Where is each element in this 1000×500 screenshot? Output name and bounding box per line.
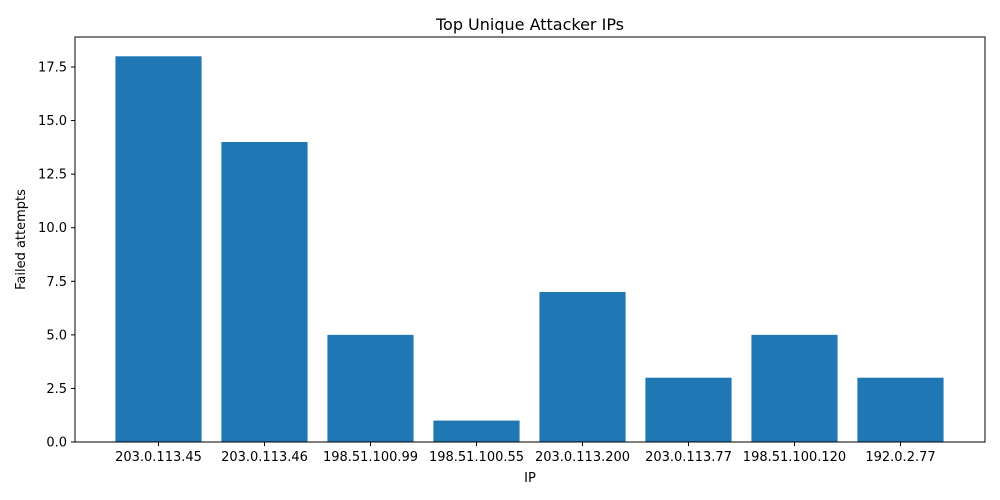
plot-frame [74,36,986,443]
bar-203.0.113.77 [645,377,732,442]
bar-198.51.100.55 [433,420,520,442]
y-tick-label: 10.0 [38,221,67,236]
y-tick-label: 12.5 [38,168,67,183]
bars-group [115,56,944,443]
y-axis-label: Failed attempts [14,189,29,290]
y-tick-label: 0.0 [46,436,67,451]
y-tick-label: 15.0 [38,114,67,129]
y-tick-label: 2.5 [46,382,67,397]
x-tick-label: 203.0.113.45 [115,450,202,465]
bar-203.0.113.200 [539,292,626,442]
x-axis: 203.0.113.45 203.0.113.46 198.51.100.99 198… [115,442,936,465]
bar-203.0.113.46 [221,142,308,442]
bar-198.51.100.120 [751,334,838,442]
y-tick-label: 17.5 [38,61,67,76]
x-tick-label: 203.0.113.46 [221,450,308,465]
bar-192.0.2.77 [857,377,944,442]
x-tick-label: 203.0.113.200 [535,450,630,465]
x-tick-label: 198.51.100.99 [323,450,418,465]
x-tick-label: 192.0.2.77 [865,450,935,465]
chart-title: Top Unique Attacker IPs [435,15,624,34]
x-tick-label: 198.51.100.120 [743,450,846,465]
y-tick-label: 5.0 [46,328,67,343]
x-tick-label: 203.0.113.77 [645,450,732,465]
bar-198.51.100.99 [327,334,414,442]
y-axis: 0.0 2.5 5.0 7.5 10.0 12.5 15.0 17.5 [38,61,75,451]
y-tick-label: 7.5 [46,275,67,290]
x-tick-label: 198.51.100.55 [429,450,524,465]
bar-203.0.113.45 [115,56,202,443]
x-axis-label: IP [524,471,536,486]
